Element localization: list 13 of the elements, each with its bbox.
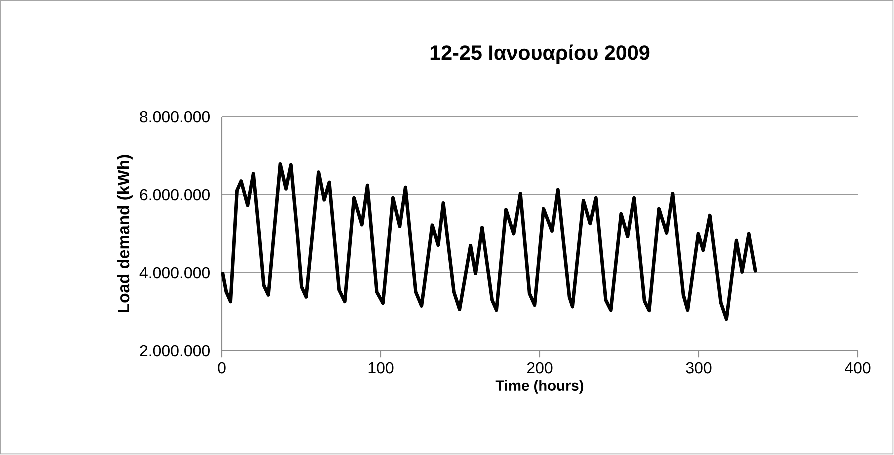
y-tick-label: 6.000.000 — [140, 189, 210, 201]
x-tick-label: 300 — [686, 362, 712, 374]
x-tick-label: 0 — [218, 362, 226, 374]
y-axis-title: Load demand (kWh) — [117, 155, 133, 313]
y-tick-label: 2.000.000 — [140, 345, 210, 357]
x-axis-title: Time (hours) — [496, 380, 584, 394]
chart-title: 12-25 Ιανουαρίου 2009 — [430, 44, 650, 64]
x-tick-label: 100 — [368, 362, 394, 374]
line-series — [221, 162, 758, 322]
y-tick-label: 8.000.000 — [140, 111, 210, 123]
x-tick-label: 200 — [527, 362, 553, 374]
y-tick-label: 4.000.000 — [140, 267, 210, 279]
x-tick-label: 400 — [845, 362, 871, 374]
